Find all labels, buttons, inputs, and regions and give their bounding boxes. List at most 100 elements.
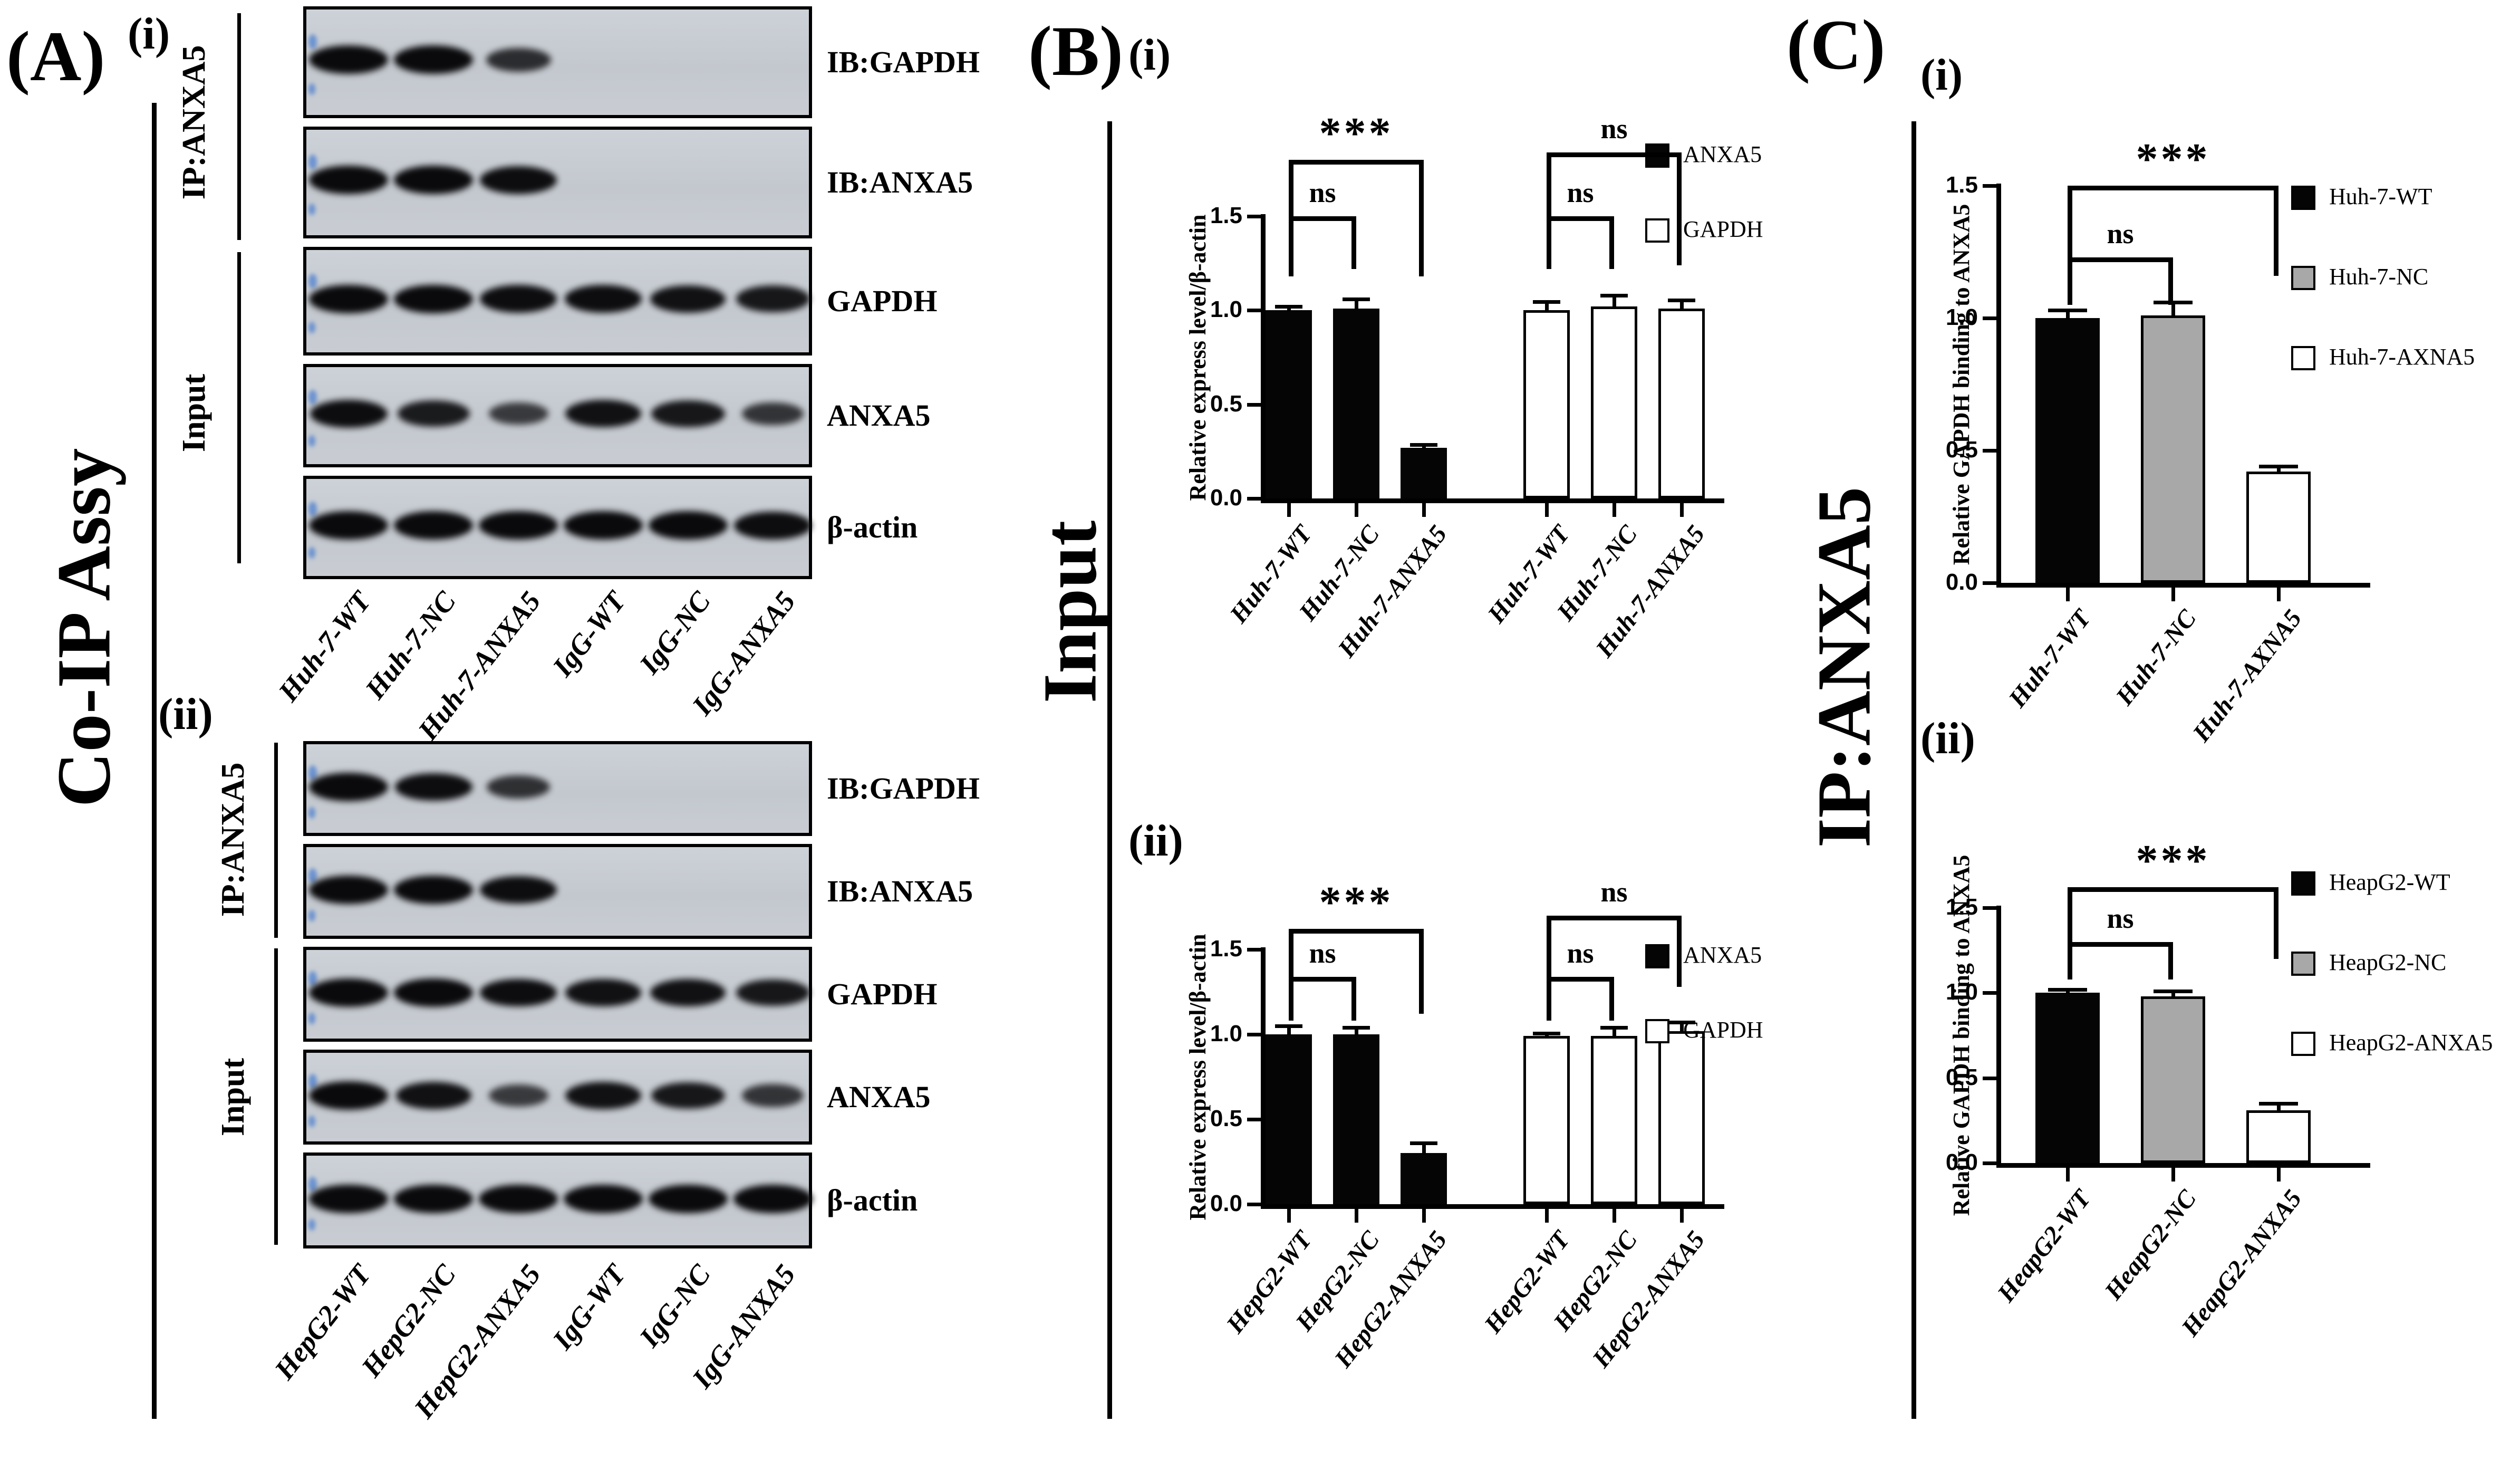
y-tick-label: 1.5 bbox=[1945, 172, 1978, 198]
protein-band bbox=[651, 1082, 725, 1109]
protein-band bbox=[479, 166, 557, 194]
y-tick bbox=[1247, 1033, 1261, 1036]
bar-Huh-7-ANXA5 bbox=[1401, 447, 1447, 498]
input-group-bracket bbox=[237, 252, 241, 563]
error-bar-cap bbox=[1667, 1021, 1696, 1025]
legend-label: Huh-7-WT bbox=[2329, 184, 2432, 209]
significance-bracket bbox=[1289, 976, 1356, 1021]
panel-b-divider-line bbox=[1107, 121, 1112, 1419]
y-tick-label: 1.0 bbox=[1945, 979, 1978, 1005]
legend-swatch-GAPDH bbox=[1645, 1019, 1669, 1043]
protein-band bbox=[309, 773, 389, 801]
x-axis bbox=[1261, 498, 1724, 503]
bar-HepG2-ANXA5 bbox=[1658, 1031, 1705, 1204]
error-bar-cap bbox=[1342, 1026, 1370, 1030]
protein-band bbox=[564, 285, 642, 313]
bar-Huh-7-ANXA5 bbox=[1658, 308, 1705, 498]
y-tick-label: 1.0 bbox=[1945, 304, 1978, 330]
protein-band bbox=[650, 979, 726, 1006]
x-tick bbox=[1422, 1209, 1426, 1223]
significance-label: ns bbox=[1567, 937, 1594, 969]
error-bar-cap bbox=[2048, 308, 2087, 312]
significance-label: ns bbox=[2107, 217, 2134, 249]
marker-dot bbox=[308, 321, 315, 333]
protein-band bbox=[563, 511, 643, 540]
legend-label: Huh-7-NC bbox=[2329, 264, 2429, 290]
blot-row-box bbox=[303, 844, 812, 939]
significance-bracket bbox=[1547, 216, 1614, 269]
y-tick bbox=[1983, 184, 1996, 188]
error-bar-cap bbox=[2048, 987, 2087, 992]
y-tick bbox=[1247, 948, 1261, 952]
significance-bracket bbox=[2068, 887, 2278, 959]
protein-band bbox=[309, 978, 389, 1007]
y-axis bbox=[1261, 214, 1266, 503]
error-bar-cap bbox=[1600, 1026, 1628, 1030]
marker-dot bbox=[308, 203, 315, 215]
y-tick-label: 0.5 bbox=[1945, 437, 1978, 463]
marker-dot bbox=[308, 1177, 317, 1192]
x-tick bbox=[2171, 588, 2175, 601]
significance-bracket bbox=[1547, 976, 1614, 1021]
y-axis-title: Relative GAPDH binding to ANXA5 bbox=[1948, 854, 1974, 1216]
significance-label: ns bbox=[1600, 876, 1628, 908]
protein-band bbox=[563, 1184, 643, 1213]
protein-band bbox=[394, 511, 474, 540]
significance-label: *** bbox=[1319, 878, 1394, 927]
protein-band bbox=[310, 399, 388, 428]
marker-dot bbox=[308, 547, 315, 559]
blot-row-label: GAPDH bbox=[827, 284, 938, 318]
legend-swatch-HeapG2-ANXA5 bbox=[2291, 1032, 2315, 1056]
bar-HeapG2-WT bbox=[2035, 993, 2100, 1163]
protein-band bbox=[651, 400, 725, 427]
protein-band bbox=[395, 1082, 471, 1109]
y-tick-label: 0.0 bbox=[1210, 485, 1242, 511]
ip-group-bracket bbox=[274, 743, 278, 938]
y-tick bbox=[1983, 991, 1996, 995]
y-tick bbox=[1983, 1076, 1996, 1080]
marker-dot bbox=[308, 971, 317, 986]
panel-c-divider-line bbox=[1911, 121, 1916, 1419]
error-bar bbox=[1680, 300, 1684, 310]
error-bar bbox=[2277, 466, 2281, 473]
protein-band bbox=[479, 876, 557, 904]
y-tick bbox=[1247, 497, 1261, 501]
blot-sub-label: (ii) bbox=[158, 689, 213, 739]
y-tick-label: 1.5 bbox=[1210, 936, 1242, 962]
bar-Huh-7-WT bbox=[1266, 310, 1312, 498]
error-bar bbox=[1287, 306, 1291, 312]
ip-group-bracket bbox=[237, 13, 241, 240]
bar-HeapG2-ANXA5 bbox=[2246, 1110, 2311, 1163]
legend-swatch-Huh-7-NC bbox=[2291, 266, 2315, 290]
x-tick bbox=[1287, 503, 1291, 517]
y-tick-label: 0.0 bbox=[1210, 1190, 1242, 1216]
input-group-bracket bbox=[274, 948, 278, 1245]
protein-band bbox=[479, 511, 558, 540]
marker-dot bbox=[308, 435, 315, 447]
significance-label: *** bbox=[2136, 135, 2210, 184]
y-tick-label: 1.5 bbox=[1210, 203, 1242, 228]
legend-swatch-Huh-7-AXNA5 bbox=[2291, 346, 2315, 370]
error-bar bbox=[1613, 1027, 1616, 1038]
legend-swatch-HeapG2-WT bbox=[2291, 871, 2315, 896]
marker-dot bbox=[308, 502, 317, 517]
error-bar-cap bbox=[1275, 305, 1303, 309]
error-bar-cap bbox=[1275, 1024, 1303, 1028]
error-bar bbox=[1422, 1143, 1426, 1155]
y-axis-title: Relative GAPDH binding to ANXA5 bbox=[1948, 204, 1974, 565]
protein-band bbox=[394, 45, 474, 74]
x-axis bbox=[1996, 1163, 2370, 1168]
blot-row-label: ANXA5 bbox=[827, 1080, 931, 1114]
x-tick bbox=[1680, 1209, 1684, 1223]
error-bar bbox=[1355, 299, 1358, 310]
protein-band bbox=[394, 978, 474, 1007]
marker-dot bbox=[308, 34, 317, 49]
marker-dot bbox=[308, 868, 317, 883]
x-tick bbox=[1545, 503, 1549, 517]
significance-label: ns bbox=[1309, 937, 1336, 969]
blot-row-label: IB:GAPDH bbox=[827, 771, 980, 805]
panel-c-label: (C) bbox=[1787, 6, 1886, 84]
x-tick bbox=[1355, 1209, 1358, 1223]
error-bar-cap bbox=[1342, 297, 1370, 301]
